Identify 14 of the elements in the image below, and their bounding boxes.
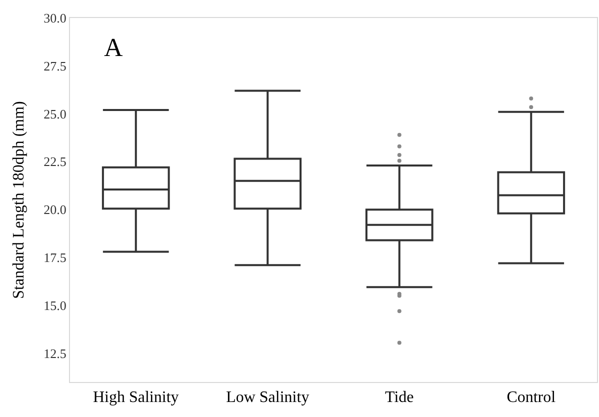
x-tick-label: High Salinity: [92, 389, 179, 406]
y-tick-label: 22.5: [44, 154, 66, 170]
y-tick-label: 27.5: [44, 58, 66, 74]
y-axis-title: Standard Length 180dph (mm): [10, 101, 28, 299]
y-tick-label: 20.0: [44, 202, 66, 218]
y-tick-label: 15.0: [44, 298, 66, 313]
x-tick-label: Low Salinity: [226, 389, 310, 406]
y-tick-label: 12.5: [44, 346, 66, 361]
y-tick-label: 17.5: [44, 250, 66, 266]
annotation: A: [104, 33, 123, 62]
x-tick-label: Tide: [384, 389, 414, 406]
y-tick-label: 25.0: [44, 106, 66, 122]
y-tick-label: 30.0: [44, 10, 66, 26]
x-tick-label: Control: [506, 389, 556, 406]
